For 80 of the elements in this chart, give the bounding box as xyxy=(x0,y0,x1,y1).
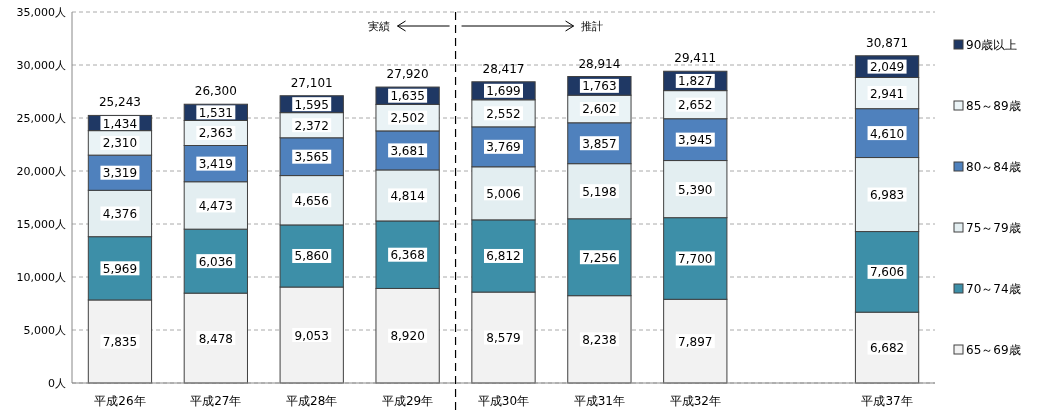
data-label: 3,419 xyxy=(198,157,234,172)
data-label: 2,652 xyxy=(678,98,713,113)
data-label: 6,983 xyxy=(869,188,905,203)
legend-label: 80～84歳 xyxy=(966,160,1021,174)
data-label: 1,635 xyxy=(390,89,425,104)
data-label: 1,827 xyxy=(678,74,713,89)
data-label: 6,036 xyxy=(198,254,234,269)
data-label: 5,198 xyxy=(582,184,617,199)
data-label: 3,565 xyxy=(294,150,329,165)
data-label: 1,595 xyxy=(294,97,329,112)
total-label: 30,871 xyxy=(866,35,909,50)
data-label: 4,376 xyxy=(102,206,138,221)
data-label: 7,835 xyxy=(102,334,138,349)
y-tick-label: 20,000人 xyxy=(16,165,66,178)
x-tick-label: 平成31年 xyxy=(573,394,626,408)
total-label: 27,920 xyxy=(386,67,429,82)
data-label: 2,372 xyxy=(294,118,329,133)
legend-label: 70～74歳 xyxy=(966,282,1021,296)
x-tick-label: 平成29年 xyxy=(381,394,434,408)
data-label: 2,049 xyxy=(869,60,905,75)
y-tick-label: 5,000人 xyxy=(23,324,66,337)
data-label: 3,857 xyxy=(582,136,617,151)
data-label: 5,860 xyxy=(294,249,329,264)
data-label: 5,390 xyxy=(678,182,713,197)
data-label: 1,763 xyxy=(582,79,617,94)
data-label: 8,478 xyxy=(198,331,234,346)
x-tick-label: 平成32年 xyxy=(669,394,721,408)
data-label: 8,579 xyxy=(486,331,521,346)
data-label: 8,238 xyxy=(582,332,617,347)
data-label: 1,531 xyxy=(198,105,234,120)
data-label: 2,363 xyxy=(198,126,234,141)
legend-label: 75～79歳 xyxy=(966,221,1021,235)
legend-label: 85～89歳 xyxy=(966,99,1021,113)
legend-label: 65～69歳 xyxy=(966,343,1021,357)
x-tick-label: 平成27年 xyxy=(190,394,242,408)
data-label: 6,368 xyxy=(390,248,425,263)
data-label: 2,602 xyxy=(582,102,617,117)
data-label: 3,945 xyxy=(678,133,713,148)
x-tick-label: 平成37年 xyxy=(861,394,913,408)
data-label: 2,310 xyxy=(102,136,138,151)
data-label: 2,552 xyxy=(486,106,521,121)
data-label: 1,699 xyxy=(486,84,521,99)
annotation: 推計 xyxy=(580,20,603,33)
x-tick-label: 平成26年 xyxy=(94,394,146,408)
total-label: 26,300 xyxy=(194,84,237,99)
x-tick-label: 平成28年 xyxy=(286,394,338,408)
data-label: 7,897 xyxy=(678,334,713,349)
data-label: 8,920 xyxy=(390,329,425,344)
data-label: 1,434 xyxy=(102,116,138,131)
data-label: 6,812 xyxy=(486,249,521,264)
data-label: 7,256 xyxy=(582,250,617,265)
y-tick-label: 35,000人 xyxy=(16,6,66,19)
data-label: 7,606 xyxy=(869,265,905,280)
data-label: 2,941 xyxy=(869,86,905,101)
total-label: 28,417 xyxy=(482,61,525,76)
y-tick-label: 10,000人 xyxy=(16,271,66,284)
legend-label: 90歳以上 xyxy=(966,38,1018,52)
total-label: 25,243 xyxy=(98,95,141,110)
x-tick-label: 平成30年 xyxy=(477,394,530,408)
data-label: 3,769 xyxy=(486,140,521,155)
total-label: 29,411 xyxy=(674,51,717,66)
data-label: 7,700 xyxy=(678,251,713,266)
annotation: 実績 xyxy=(367,20,390,33)
total-label: 28,914 xyxy=(578,56,621,71)
data-label: 4,656 xyxy=(294,193,329,208)
total-label: 27,101 xyxy=(290,75,333,90)
data-label: 5,006 xyxy=(486,186,521,201)
data-label: 3,681 xyxy=(390,143,425,158)
data-label: 2,502 xyxy=(390,111,425,126)
data-label: 4,473 xyxy=(198,198,234,213)
data-label: 4,610 xyxy=(869,126,905,141)
data-label: 6,682 xyxy=(869,341,905,356)
data-label: 4,814 xyxy=(390,188,425,203)
data-label: 9,053 xyxy=(294,328,329,343)
y-tick-label: 25,000人 xyxy=(16,112,66,125)
data-label: 5,969 xyxy=(102,261,138,276)
data-label: 3,319 xyxy=(102,166,138,181)
y-tick-label: 30,000人 xyxy=(16,59,66,72)
y-tick-label: 15,000人 xyxy=(16,218,66,231)
y-tick-label: 0人 xyxy=(48,377,66,390)
